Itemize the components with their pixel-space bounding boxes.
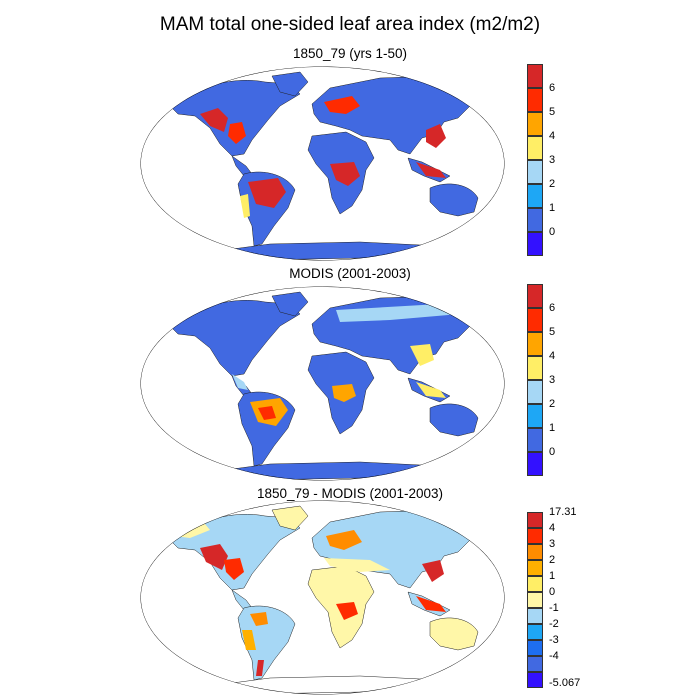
colorbar-label: 0: [549, 226, 556, 238]
map-panel-2: [140, 286, 505, 481]
colorbar-panel-3: 17.31 4 3 2 1 0 -1 -2 -3 -4 -5.067: [527, 507, 580, 689]
colorbar-swatch: [527, 560, 543, 576]
colorbar-label: 6: [549, 302, 556, 314]
colorbar-label: -5.067: [549, 677, 581, 689]
colorbar-swatch: [527, 576, 543, 592]
colorbar-label: -4: [549, 650, 559, 662]
colorbar-label: 1: [549, 202, 556, 214]
colorbar-label: 5: [549, 106, 556, 118]
colorbar-label: -1: [549, 602, 559, 614]
high-lai-regions: [200, 96, 446, 218]
colorbar-swatch: [527, 624, 543, 640]
colorbar-label: 0: [549, 446, 556, 458]
map-panel-3: [140, 500, 505, 695]
greenland: [271, 291, 309, 317]
colorbar-swatch: [527, 608, 543, 624]
colorbar-swatch: [527, 208, 543, 232]
colorbar-label: 4: [549, 522, 556, 534]
colorbar-swatch: [527, 380, 543, 404]
colorbar-swatch: [527, 232, 543, 256]
high-lai-regions: [232, 304, 460, 426]
colorbar-swatch: [527, 136, 543, 160]
colorbar-swatch: [527, 672, 543, 688]
australia: [429, 183, 479, 217]
colorbar-label: 2: [549, 178, 556, 190]
south-america: [237, 605, 296, 681]
panel-1-title: 1850_79 (yrs 1-50): [292, 46, 408, 61]
colorbar-label: 4: [549, 130, 556, 142]
colorbar-swatch: [527, 88, 543, 112]
colorbar-label: 3: [549, 374, 556, 386]
colorbar-label: -2: [549, 618, 559, 630]
colorbar-swatch: [527, 656, 543, 672]
colorbar-swatch: [527, 404, 543, 428]
colorbar-label: 6: [549, 82, 556, 94]
colorbar-label: 1: [549, 570, 556, 582]
colorbar-swatch: [527, 452, 543, 476]
australia: [429, 403, 479, 437]
colorbar-panel-2: 6 5 4 3 2 1 0: [527, 284, 555, 476]
greenland: [271, 505, 309, 531]
colorbar-panel-1: 6 5 4 3 2 1 0: [527, 64, 555, 256]
colorbar-swatch: [527, 640, 543, 656]
colorbar-swatch: [527, 64, 543, 88]
colorbar-label: 17.31: [549, 506, 577, 518]
colorbar-swatch: [527, 332, 543, 356]
panel-3-title: 1850_79 - MODIS (2001-2003): [256, 486, 444, 501]
australia: [429, 617, 479, 651]
colorbar-swatch: [527, 160, 543, 184]
colorbar-swatch: [527, 284, 543, 308]
colorbar-swatch: [527, 184, 543, 208]
greenland: [271, 71, 309, 97]
colorbar-swatch: [527, 512, 543, 528]
figure-title: MAM total one-sided leaf area index (m2/…: [159, 14, 541, 35]
colorbar-label: 5: [549, 326, 556, 338]
colorbar-swatch: [527, 428, 543, 452]
colorbar-label: -3: [549, 634, 559, 646]
colorbar-swatch: [527, 308, 543, 332]
colorbar-label: 3: [549, 538, 556, 550]
colorbar-swatch: [527, 592, 543, 608]
colorbar-label: 4: [549, 350, 556, 362]
land-base: [169, 505, 491, 695]
colorbar-swatch: [527, 528, 543, 544]
colorbar-swatch: [527, 544, 543, 560]
colorbar-label: 1: [549, 422, 556, 434]
colorbar-swatch: [527, 356, 543, 380]
colorbar-label: 2: [549, 554, 556, 566]
map-panel-1: [140, 66, 505, 261]
colorbar-label: 3: [549, 154, 556, 166]
colorbar-swatch: [527, 112, 543, 136]
colorbar-label: 2: [549, 398, 556, 410]
panel-2-title: MODIS (2001-2003): [289, 266, 411, 281]
colorbar-label: 0: [549, 586, 556, 598]
